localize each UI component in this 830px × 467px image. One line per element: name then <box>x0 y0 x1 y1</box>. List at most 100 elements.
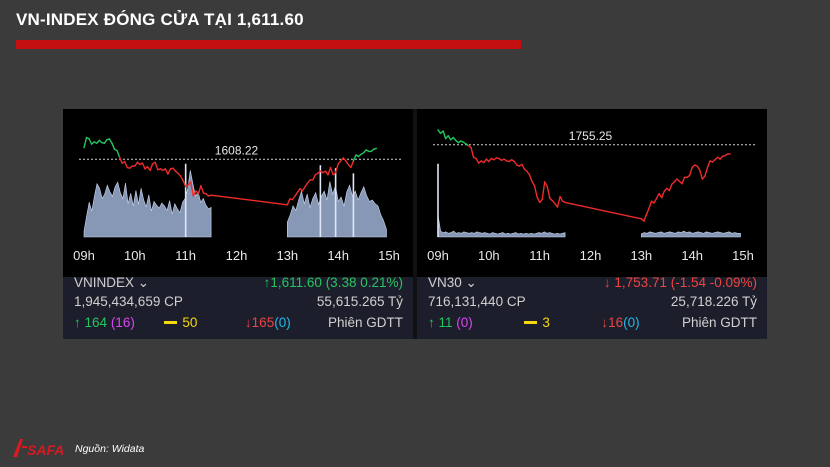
arrow-up-icon: ↑ <box>74 315 81 330</box>
price-line-segment <box>304 182 309 188</box>
price-line-segment <box>164 168 169 175</box>
price-line-segment <box>154 161 159 171</box>
arrow-down-icon: ↓ <box>603 275 611 290</box>
price-line-segment <box>294 191 299 197</box>
x-tick-label: 13h <box>630 248 652 263</box>
advancers-count: 164 <box>84 315 108 330</box>
title-underline-bar <box>16 40 521 49</box>
price-line-segment <box>301 185 306 192</box>
x-tick-label: 11h <box>175 248 196 263</box>
reference-label: 1755.25 <box>569 129 613 143</box>
x-tick-label: 14h <box>327 248 349 263</box>
x-tick-label: 13h <box>276 248 298 263</box>
price-line-segment <box>564 201 643 220</box>
price-line-segment <box>681 176 686 185</box>
volume-area-2 <box>641 230 741 238</box>
price-line-segment <box>645 207 650 216</box>
price-line-segment <box>83 136 88 149</box>
price-line-segment <box>528 174 533 183</box>
decliners-count: 16 <box>608 315 624 330</box>
price-line-segment <box>559 195 564 202</box>
logo-dash <box>22 446 27 448</box>
volume-area-1 <box>437 214 566 238</box>
price-line-segment <box>526 170 531 176</box>
price-line-segment <box>182 179 187 188</box>
vn30-breadth: ↑ 11 (0) 3 ↓16(0) <box>428 315 640 330</box>
close-value: 1,753.71 (-1.54 -0.09%) <box>614 275 757 290</box>
price-line-segment <box>312 174 317 181</box>
advancers-count: 11 <box>438 315 453 330</box>
price-line-segment <box>513 160 518 166</box>
price-line-segment <box>373 147 377 150</box>
unchanged-dash-icon <box>164 320 178 324</box>
price-line-segment <box>543 181 549 188</box>
session-label[interactable]: Phiên GDTT <box>327 315 403 330</box>
session-label[interactable]: Phiên GDTT <box>681 315 757 330</box>
price-line-segment <box>103 139 108 144</box>
decliners-count: 165 <box>251 315 275 330</box>
ceiling-count: (0) <box>456 315 473 330</box>
price-line-segment <box>286 198 291 206</box>
unchanged-count: 3 <box>542 315 550 330</box>
floor-count: (0) <box>274 315 291 330</box>
vnindex-value: 55,615.265 Tỷ <box>316 294 403 309</box>
x-tick-label: 10h <box>478 248 500 263</box>
arrow-up-icon: ↑ <box>428 315 435 330</box>
price-line-segment <box>653 197 658 204</box>
price-line-segment <box>352 154 357 162</box>
price-line-segment <box>536 196 541 204</box>
price-line-segment <box>437 129 442 135</box>
source-note: Nguồn: Widata <box>75 443 145 455</box>
arrow-up-icon: ↑ <box>263 275 271 290</box>
reference-label: 1608.22 <box>215 143 259 157</box>
price-line-segment <box>655 192 660 200</box>
vnindex-panel[interactable]: 1608.22 09h 10h 11h 12h 13h 14h 15h VNINDEX ⌄ ↑… <box>63 109 413 339</box>
safa-logo: SAFA <box>13 439 63 458</box>
price-line-segment <box>470 146 475 159</box>
price-line-segment <box>345 160 349 166</box>
index-name-label: VNINDEX <box>74 275 135 290</box>
price-line-segment <box>141 162 146 170</box>
price-line-segment <box>521 163 526 170</box>
vnindex-volume: 1,945,434,659 CP <box>74 294 183 309</box>
index-name-label: VN30 <box>428 275 462 290</box>
price-line-segment <box>118 156 123 164</box>
price-line-segment <box>648 200 653 210</box>
x-tick-label: 15h <box>378 248 400 263</box>
x-tick-label: 11h <box>529 248 550 263</box>
price-line-segment <box>189 181 195 197</box>
price-line-segment <box>149 163 154 172</box>
page-title: VN-INDEX ĐÓNG CỬA TẠI 1,611.60 <box>16 10 304 29</box>
x-tick-label: 09h <box>73 248 95 263</box>
price-line-segment <box>699 169 703 180</box>
price-line-segment <box>350 160 355 169</box>
price-line-segment <box>643 213 648 222</box>
price-line-segment <box>696 165 701 171</box>
price-line-segment <box>108 138 113 144</box>
chevron-down-icon[interactable]: ⌄ <box>465 275 477 290</box>
price-line-segment <box>88 138 93 145</box>
x-tick-label: 12h <box>580 248 602 263</box>
vnindex-close: ↑1,611.60 (3.38 0.21%) <box>264 275 403 290</box>
price-line-segment <box>197 184 202 195</box>
price-line-segment <box>296 187 301 194</box>
price-line-segment <box>546 185 551 200</box>
vnindex-intraday-chart: 1608.22 09h 10h 11h 12h 13h 14h 15h <box>63 109 413 277</box>
vn30-volume: 716,131,440 CP <box>428 294 526 309</box>
price-line-segment <box>179 175 184 182</box>
chevron-down-icon[interactable]: ⌄ <box>137 275 150 290</box>
vn30-name[interactable]: VN30 ⌄ <box>428 275 477 291</box>
price-line-segment <box>327 166 332 176</box>
price-line-segment <box>704 167 709 177</box>
x-tick-label: 09h <box>427 248 449 263</box>
vn30-panel[interactable]: 1755.25 09h 10h 11h 12h 13h 14h 15h VN30 ⌄ ↓ 1,… <box>417 109 767 339</box>
price-line-segment <box>660 190 665 199</box>
vn30-intraday-chart: 1755.25 09h 10h 11h 12h 13h 14h 15h <box>417 109 767 277</box>
x-tick-label: 10h <box>124 248 146 263</box>
unchanged-count: 50 <box>182 315 198 330</box>
vn30-value: 25,718.226 Tỷ <box>670 294 757 309</box>
price-line-segment <box>668 183 673 192</box>
price-line-segment <box>334 163 339 174</box>
price-line-segment <box>116 149 121 158</box>
vnindex-name[interactable]: VNINDEX ⌄ <box>74 275 149 291</box>
